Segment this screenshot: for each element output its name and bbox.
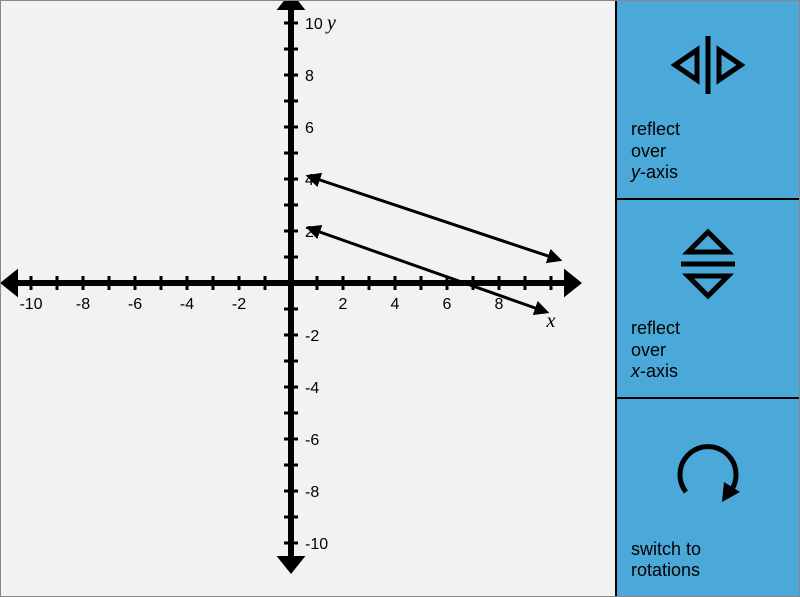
svg-text:6: 6: [443, 296, 452, 313]
coordinate-plane: -10 -8 -6 -4 -2 2 4 6 8 2 4 6 8 -2 -4 -6 -8 -10 10y x: [1, 1, 615, 596]
svg-text:8: 8: [495, 296, 504, 313]
reflect-x-button[interactable]: reflect over x-axis: [617, 200, 799, 399]
svg-text:4: 4: [391, 296, 400, 313]
svg-text:-2: -2: [305, 328, 319, 345]
svg-text:2: 2: [339, 296, 348, 313]
svg-text:-4: -4: [305, 380, 319, 397]
svg-text:-10: -10: [19, 296, 42, 313]
graph-area[interactable]: -10 -8 -6 -4 -2 2 4 6 8 2 4 6 8 -2 -4 -6 -8 -10 10y x: [1, 1, 615, 596]
reflect-x-icon: [653, 218, 763, 310]
svg-text:x: x: [546, 310, 556, 332]
switch-rotations-button[interactable]: switch to rotations: [617, 399, 799, 596]
svg-text:-2: -2: [232, 296, 246, 313]
sidebar: reflect over y-axis reflect over x-axis …: [615, 1, 799, 596]
svg-text:6: 6: [305, 120, 314, 137]
reflect-y-icon: [653, 19, 763, 111]
rotate-icon: [658, 417, 758, 531]
svg-text:y: y: [325, 12, 336, 34]
svg-text:8: 8: [305, 68, 314, 85]
svg-text:-4: -4: [180, 296, 194, 313]
svg-text:-10: -10: [305, 536, 328, 553]
svg-text:2: 2: [305, 224, 314, 241]
svg-text:-8: -8: [305, 484, 319, 501]
reflect-y-label: reflect over y-axis: [617, 111, 799, 198]
svg-text:-6: -6: [128, 296, 142, 313]
svg-text:10: 10: [305, 16, 323, 33]
app-container: -10 -8 -6 -4 -2 2 4 6 8 2 4 6 8 -2 -4 -6 -8 -10 10y x refle…: [0, 0, 800, 597]
switch-rotations-label: switch to rotations: [617, 531, 799, 596]
reflect-y-button[interactable]: reflect over y-axis: [617, 1, 799, 200]
svg-text:4: 4: [305, 172, 314, 189]
reflect-x-label: reflect over x-axis: [617, 310, 799, 397]
svg-text:-8: -8: [76, 296, 90, 313]
svg-text:-6: -6: [305, 432, 319, 449]
